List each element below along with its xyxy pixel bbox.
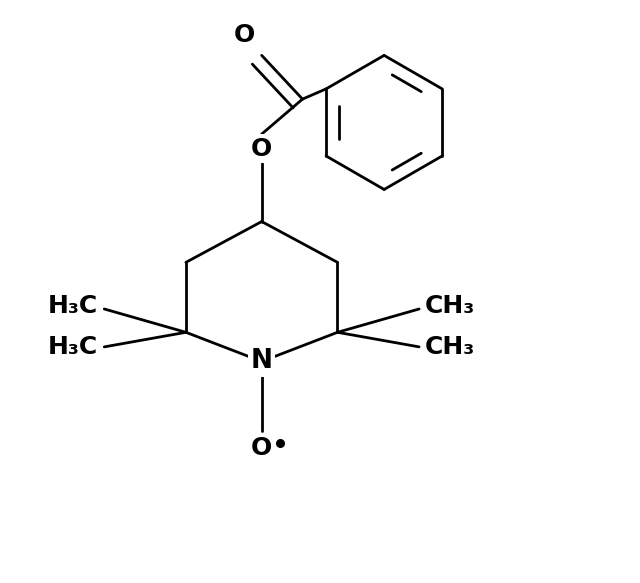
Text: H₃C: H₃C [48,335,99,359]
Text: H₃C: H₃C [48,294,99,318]
Text: O: O [251,136,273,161]
Text: CH₃: CH₃ [425,294,475,318]
Text: O: O [251,436,273,460]
Text: N: N [251,349,273,374]
Text: O: O [234,23,255,47]
Text: CH₃: CH₃ [425,335,475,359]
